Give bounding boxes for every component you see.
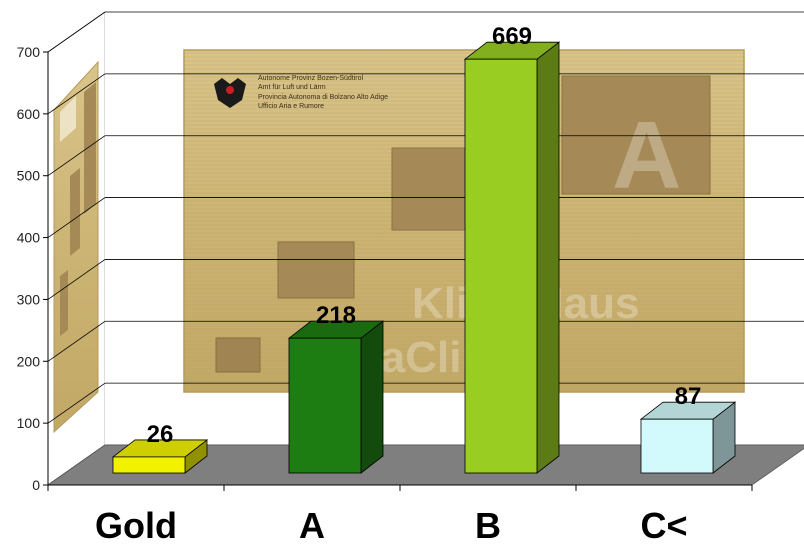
data-label: 218	[316, 302, 356, 329]
plaque-text-2: Amt für Luft und Lärm	[258, 84, 326, 91]
bar-front-face	[112, 456, 186, 474]
bar-gold	[111, 439, 209, 474]
tyrolean-eagle-icon	[214, 78, 246, 108]
bars	[111, 41, 737, 474]
plaque-text-1: Autonome Provinz Bozen-Südtirol	[258, 75, 363, 82]
bar-front-face	[640, 418, 714, 474]
x-category-label: B	[475, 505, 501, 546]
y-tick-label: 600	[17, 106, 41, 122]
data-labels: 26 218 669 87	[147, 23, 702, 448]
bar-side-face	[360, 320, 384, 474]
y-tick-label: 0	[32, 477, 40, 493]
gridlines	[47, 11, 804, 486]
y-tick-label: 700	[17, 44, 41, 60]
x-category-label: Gold	[95, 505, 177, 546]
bar-front-face	[288, 337, 362, 474]
plaque-large-letter: A	[612, 102, 681, 209]
plaque-text-4: Ufficio Aria e Rumore	[258, 103, 324, 110]
gridline-side	[47, 135, 106, 177]
data-label: 87	[675, 383, 702, 410]
side-wall-plaque	[53, 60, 99, 434]
bar-side-face	[536, 41, 560, 474]
gridline-side	[47, 382, 106, 424]
y-tick-label: 500	[17, 168, 41, 184]
gridline-side	[47, 11, 106, 53]
y-tick-label: 100	[17, 415, 41, 431]
bar-a	[287, 320, 385, 474]
x-category-label: A	[299, 505, 325, 546]
gridline-side	[47, 73, 106, 115]
data-label: 26	[147, 421, 174, 448]
x-axis: Gold A B C<	[47, 484, 753, 546]
gridline-side	[47, 197, 106, 238]
x-category-label: C<	[640, 505, 687, 546]
gridline-side	[47, 320, 106, 362]
data-label: 669	[492, 23, 532, 50]
y-tick-label: 300	[17, 291, 41, 307]
bar-b	[463, 41, 561, 474]
plaque-text-3: Provincia Autonoma di Bolzano Alto Adige	[258, 94, 388, 101]
bar-c-	[639, 401, 737, 474]
gridline-side	[47, 259, 106, 300]
y-axis: 0 100 200 300 400 500 600 700	[17, 44, 49, 493]
y-tick-label: 400	[17, 230, 41, 246]
y-tick-label: 200	[17, 353, 41, 369]
bar-front-face	[464, 58, 538, 474]
certificate-plaque: A KlimaHaus CasaClima Autonome Provinz B…	[183, 49, 745, 393]
